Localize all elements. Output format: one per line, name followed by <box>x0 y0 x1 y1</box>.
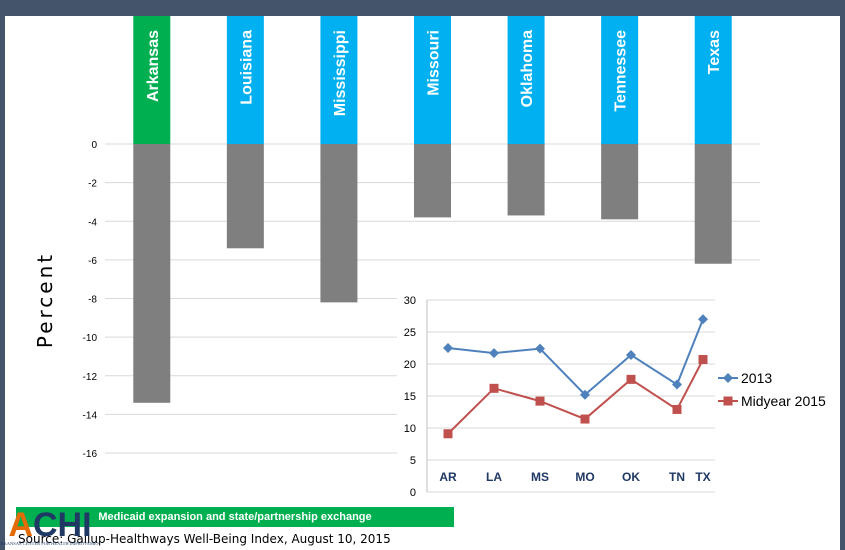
main-y-tick-label: -16 <box>83 449 98 460</box>
inset-x-tick-label: MS <box>531 470 549 484</box>
inset-y-tick-label: 20 <box>404 359 416 371</box>
category-label-mississippi: Mississippi <box>332 30 349 116</box>
category-label-oklahoma: Oklahoma <box>519 30 536 107</box>
inset-background <box>397 268 835 500</box>
inset-point <box>535 343 545 354</box>
svg-text:ACHI: ACHI <box>8 506 91 544</box>
inset-y-tick-label: 30 <box>404 295 416 307</box>
inset-point <box>626 350 636 361</box>
inset-y-tick-label: 10 <box>404 423 416 435</box>
category-label-missouri: Missouri <box>426 30 443 96</box>
inset-point <box>626 374 636 384</box>
main-y-tick-label: -10 <box>83 333 98 344</box>
inset-x-tick-label: TN <box>669 470 685 484</box>
category-label-box-tennessee <box>601 16 639 144</box>
inset-y-tick-label: 5 <box>410 455 416 467</box>
inset-point <box>672 404 682 414</box>
y-axis-label: Percent <box>33 252 57 348</box>
category-label-tennessee: Tennessee <box>613 30 630 112</box>
inset-point <box>443 429 453 439</box>
bar-mississippi <box>320 144 358 303</box>
inset-x-tick-label: TX <box>695 470 710 484</box>
main-bars <box>133 144 732 403</box>
main-y-tick-label: -12 <box>83 372 98 383</box>
top-bar <box>0 0 845 16</box>
main-y-tick-label: 0 <box>91 140 97 151</box>
category-label-box-missouri <box>414 16 451 144</box>
bar-tennessee <box>601 144 639 220</box>
legend-bar-expansion: Medicaid expansion and state/partnership… <box>16 507 454 527</box>
category-label-box-arkansas <box>133 16 171 144</box>
inset-y-tick-label: 15 <box>404 391 416 403</box>
bar-texas <box>694 144 732 264</box>
main-category-labels: Arkansas Louisiana Mississippi Missouri Okla… <box>133 16 732 144</box>
inset-x-tick-label: AR <box>439 470 457 484</box>
legend-label-0: 2013 <box>741 370 772 386</box>
category-label-louisiana: Louisiana <box>238 30 255 105</box>
main-y-tick-label: -6 <box>88 256 97 267</box>
inset-x-tick-label: OK <box>622 470 640 484</box>
category-label-box-mississippi <box>320 16 358 144</box>
inset-point <box>580 414 590 424</box>
inset-x-tick-label: MO <box>575 470 594 484</box>
source-note: Source: Gallup-Healthways Well-Being Ind… <box>18 532 391 546</box>
inset-point <box>672 379 682 390</box>
category-label-box-texas <box>694 16 732 144</box>
main-y-tick-label: -4 <box>88 217 97 228</box>
inset-y-tick-label: 25 <box>404 327 416 339</box>
legend-marker-1 <box>723 396 733 406</box>
bar-missouri <box>414 144 451 218</box>
category-label-arkansas: Arkansas <box>145 30 162 102</box>
bar-louisiana <box>226 144 264 249</box>
svg-text:ARKANSAS CENTER FOR HEALTH IMP: ARKANSAS CENTER FOR HEALTH IMPROVEMENT <box>0 541 100 546</box>
achi-logo: ACHI ARKANSAS CENTER FOR HEALTH IMPROVEM… <box>0 506 100 546</box>
main-y-tick-label: -8 <box>88 295 97 306</box>
main-y-ticks: 0 -2 -4 -6 -8 -10 -12 -14 -16 <box>83 140 98 460</box>
inset-point <box>698 355 708 365</box>
inset-point <box>489 383 499 393</box>
main-y-tick-label: -14 <box>83 410 98 421</box>
bar-arkansas <box>133 144 171 403</box>
category-label-box-oklahoma <box>507 16 545 144</box>
inset-point <box>580 389 590 400</box>
legend-marker-0 <box>723 373 733 383</box>
bar-oklahoma <box>507 144 545 216</box>
inset-x-tick-label: LA <box>486 470 502 484</box>
inset-point <box>443 343 453 353</box>
inset-y-tick-label: 0 <box>410 487 416 499</box>
inset-point <box>698 314 708 325</box>
legend-label-1: Midyear 2015 <box>741 393 826 409</box>
main-y-tick-label: -2 <box>88 179 97 190</box>
category-label-box-louisiana <box>226 16 264 144</box>
inset-line-chart: 0 5 10 15 20 25 30 AR LA MS MO OK TN TX 2013 Midyear 20… <box>397 268 835 500</box>
inset-point <box>535 396 545 406</box>
category-label-texas: Texas <box>706 30 723 74</box>
inset-point <box>489 348 499 359</box>
